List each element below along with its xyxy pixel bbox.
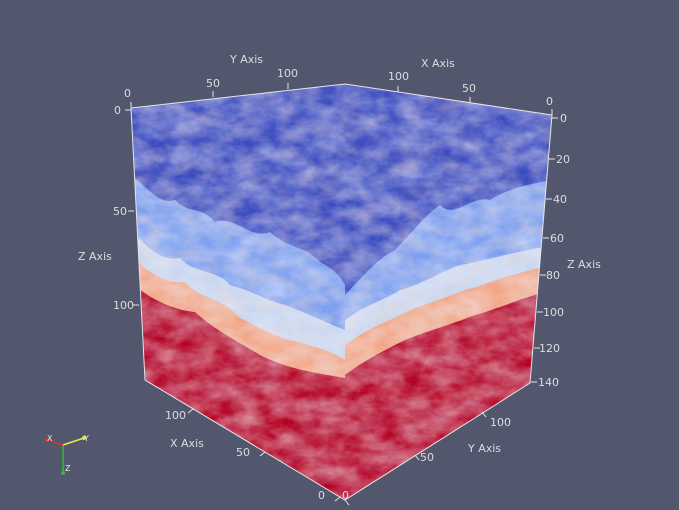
x-axis-bottom: 100 50 0 X Axis — [165, 408, 341, 502]
volume-right-face — [345, 84, 552, 500]
orientation-y-axis-tip — [82, 436, 86, 440]
z-axis-left: 0 50 100 Z Axis — [78, 104, 139, 312]
orientation-x-axis-tip — [45, 438, 49, 442]
z-axis-right-tick-7: 140 — [538, 376, 559, 389]
z-axis-right-tick-2: 40 — [553, 193, 567, 206]
orientation-x-axis-line — [46, 439, 64, 446]
y-axis-top: 0 50 100 Y Axis — [124, 53, 298, 108]
orientation-axes-widget[interactable]: X Y Z — [45, 434, 89, 475]
z-axis-right-title: Z Axis — [567, 258, 601, 271]
y-axis-bottom-title: Y Axis — [467, 442, 501, 455]
y-axis-top-tick-0: 0 — [124, 87, 131, 100]
y-axis-top-tick-2: 100 — [277, 67, 298, 80]
z-axis-right-tick-4: 80 — [546, 269, 560, 282]
y-axis-bottom-tick-2: 100 — [490, 416, 511, 429]
z-axis-right-tick-0: 0 — [560, 112, 567, 125]
z-axis-left-tick-2: 100 — [113, 299, 134, 312]
z-axis-right-tick-6: 120 — [539, 342, 560, 355]
x-axis-top-tick-1: 50 — [462, 82, 476, 95]
z-axis-right-tick-5: 100 — [543, 306, 564, 319]
z-axis-right: 0 20 40 60 80 100 120 140 Z Axis — [531, 112, 601, 389]
orientation-y-label: Y — [83, 434, 89, 443]
y-axis-bottom-tick-1: 50 — [420, 451, 434, 464]
y-axis-top-tick-1: 50 — [206, 77, 220, 90]
z-axis-left-tick-0: 0 — [114, 104, 121, 117]
x-axis-top-tick-2: 0 — [546, 95, 553, 108]
y-axis-bottom-tick-0: 0 — [342, 489, 349, 502]
x-axis-top: 100 50 0 X Axis — [388, 57, 553, 115]
z-axis-left-tick-1: 50 — [113, 205, 127, 218]
orientation-y-axis-line — [62, 437, 85, 446]
x-axis-bottom-tick-2: 0 — [318, 489, 325, 502]
x-axis-top-title: X Axis — [421, 57, 455, 70]
orientation-x-label: X — [47, 434, 53, 443]
y-axis-bottom: 0 50 100 Y Axis — [342, 411, 511, 506]
z-axis-right-tick-3: 60 — [550, 232, 564, 245]
z-axis-left-title: Z Axis — [78, 250, 112, 263]
x-axis-bottom-tick-1: 50 — [236, 446, 250, 459]
x-axis-top-tick-0: 100 — [388, 70, 409, 83]
volume-left-face — [131, 84, 345, 500]
z-axis-right-tick-1: 20 — [556, 153, 570, 166]
y-axis-top-title: Y Axis — [229, 53, 263, 66]
x-axis-bottom-title: X Axis — [170, 437, 204, 450]
orientation-z-axis-tip — [61, 471, 65, 475]
orientation-z-label: Z — [65, 464, 71, 473]
x-axis-bottom-tick-0: 100 — [165, 409, 186, 422]
